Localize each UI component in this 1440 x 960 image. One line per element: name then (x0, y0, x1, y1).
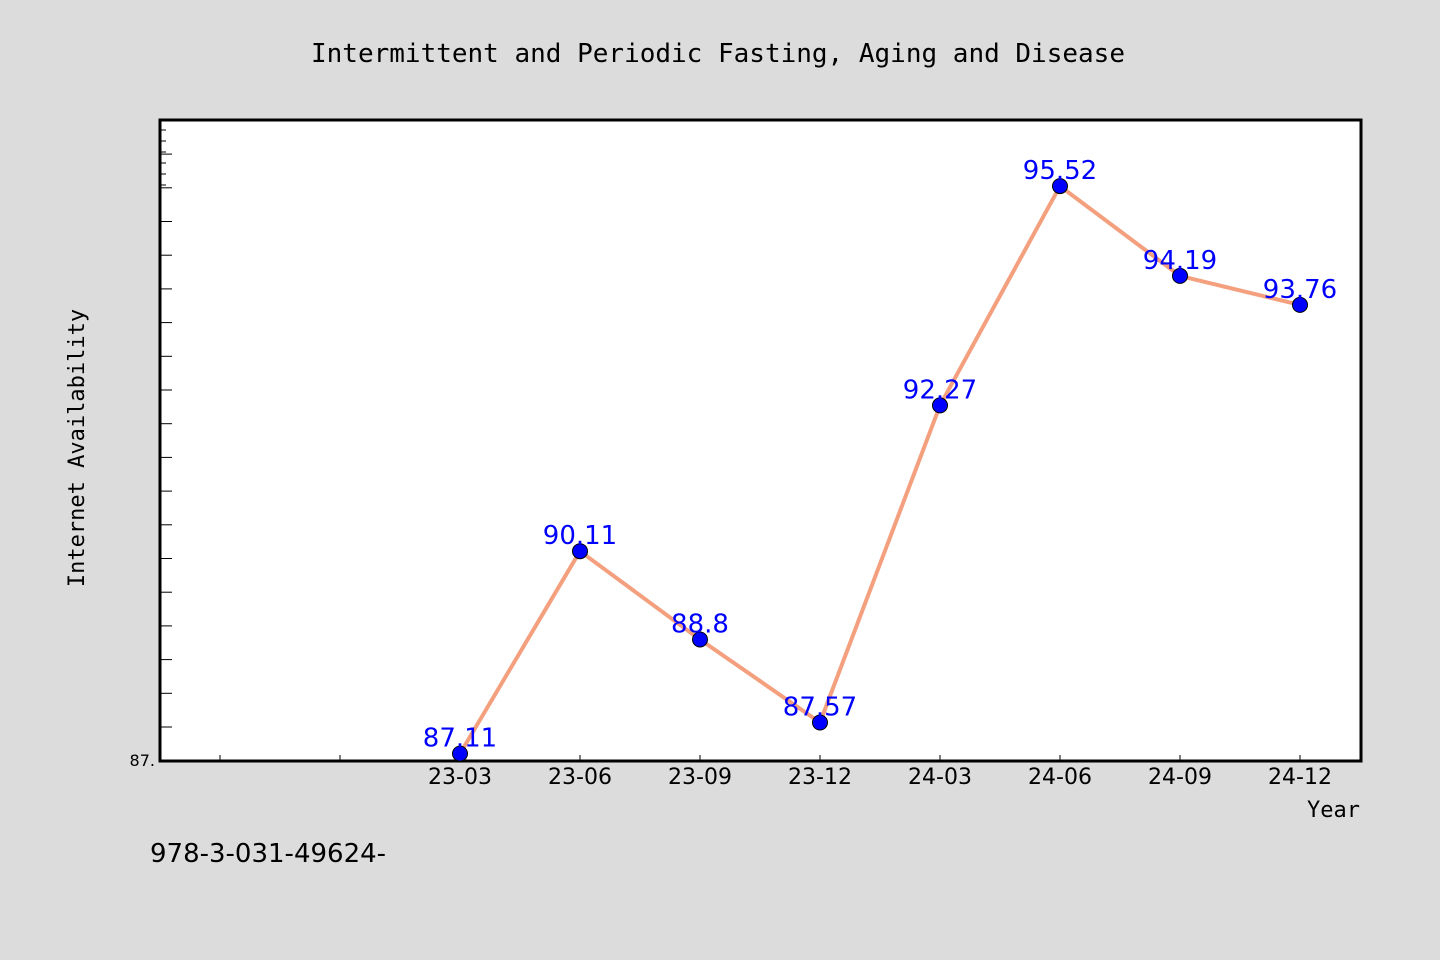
x-tick-label: 23-06 (548, 765, 612, 790)
data-label: 87.11 (423, 724, 497, 754)
data-label: 88.8 (671, 610, 729, 640)
data-point-marker (692, 631, 708, 648)
footer-isbn: 978-3-031-49624- (150, 839, 386, 869)
data-point-marker (1292, 296, 1308, 313)
x-tick-labels: 23-03 23-06 23-09 23-12 24-03 24-06 24-09 24-12 (428, 765, 1332, 790)
y-tick-label: 87. (130, 751, 155, 770)
data-markers (452, 178, 1308, 762)
data-point-marker (932, 397, 948, 414)
chart-title: Intermittent and Periodic Fasting, Aging… (311, 39, 1125, 69)
data-label: 87.57 (783, 693, 857, 723)
data-point-marker (452, 745, 468, 762)
data-point-marker (572, 543, 588, 560)
data-label: 92.27 (903, 375, 977, 405)
data-label: 94.19 (1143, 246, 1217, 276)
x-tick-label: 24-06 (1028, 765, 1092, 790)
x-tick-label: 23-12 (788, 765, 852, 790)
x-tick-label: 23-09 (668, 765, 732, 790)
series-line (458, 184, 1301, 755)
data-labels: 87.11 90.11 88.8 87.57 92.27 95.52 94.19 93.76 (423, 156, 1337, 754)
x-tick-label: 23-03 (428, 765, 492, 790)
data-point-marker (1172, 267, 1188, 284)
plot-area (158, 118, 1363, 763)
data-label: 95.52 (1023, 156, 1097, 186)
data-label: 93.76 (1263, 275, 1337, 305)
data-point-marker (812, 714, 828, 731)
x-tick-label: 24-12 (1268, 765, 1332, 790)
y-axis-label: Internet Availability (65, 309, 90, 587)
x-axis-label: Year (1307, 798, 1360, 823)
data-point-marker (1052, 178, 1068, 195)
x-tick-label: 24-09 (1148, 765, 1212, 790)
y-axis-ticks (160, 129, 172, 728)
x-tick-label: 24-03 (908, 765, 972, 790)
data-label: 90.11 (543, 521, 617, 551)
